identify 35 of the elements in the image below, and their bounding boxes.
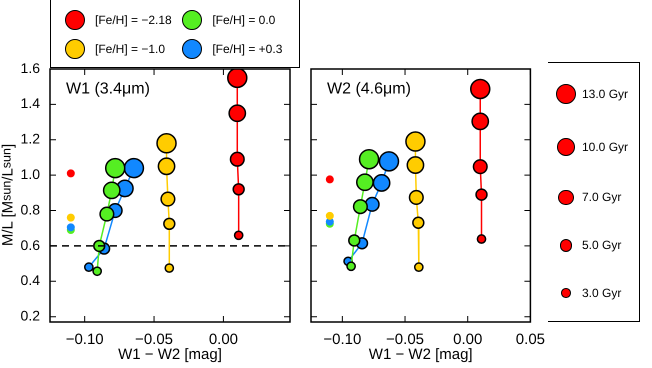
- y-tick-label: 0.4: [20, 272, 40, 288]
- y-tick-label: 0.2: [20, 308, 40, 324]
- x-tick-label: 0.00: [208, 331, 238, 348]
- x-tick-label: −0.10: [66, 331, 104, 348]
- text: W2 (4.6μm): [327, 80, 411, 98]
- point: [472, 159, 488, 174]
- point: [99, 206, 114, 222]
- text: 5.0 Gyr: [582, 238, 622, 252]
- legend-label: [Fe/H] = −2.18: [95, 13, 172, 28]
- x-tick-label: 0.00: [453, 331, 482, 348]
- point: [364, 196, 380, 212]
- point: [160, 191, 176, 207]
- y-tick-label: 1.0: [20, 166, 40, 182]
- x-axis-title: W1 − W2 [mag]: [118, 346, 222, 364]
- point: [230, 152, 245, 167]
- legend-label: [Fe/H] = +0.3: [212, 42, 282, 56]
- text: 13.0 Gyr: [582, 87, 628, 102]
- y-tick-label: 1.4: [20, 95, 40, 112]
- point: [408, 190, 424, 205]
- legend-label: [Fe/H] = −1.0: [95, 42, 166, 56]
- y-tick-label: 1.2: [20, 130, 40, 147]
- x-tick-label: −0.05: [135, 331, 174, 348]
- y-tick-label: 0.6: [20, 236, 40, 253]
- text: 10.0 Gyr: [582, 140, 628, 154]
- x-tick-label: −0.10: [323, 331, 362, 348]
- point: [352, 199, 368, 214]
- x-axis-title: W1 − W2 [mag]: [368, 346, 473, 364]
- y-tick-label: 0.8: [20, 201, 40, 218]
- text: 7.0 Gyr: [582, 190, 622, 204]
- text: 3.0 Gyr: [582, 286, 622, 300]
- legend-label: [Fe/H] = 0.0: [212, 13, 276, 28]
- x-tick-label: −0.05: [386, 331, 424, 348]
- x-tick-label: 0.05: [516, 331, 546, 348]
- y-tick-label: 1.6: [20, 60, 40, 76]
- text: W1 (3.4μm): [66, 80, 150, 98]
